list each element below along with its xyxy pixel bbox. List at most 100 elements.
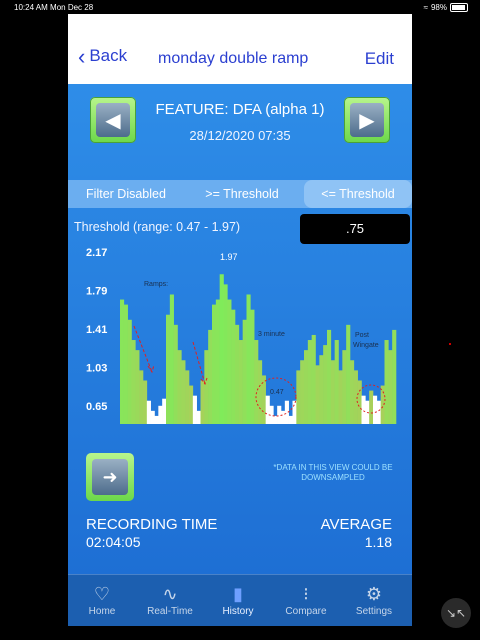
bar: [177, 350, 182, 424]
bar: [146, 400, 151, 424]
bar: [135, 350, 140, 424]
tab-compare-label: Compare: [285, 606, 327, 617]
tab-settings[interactable]: ⚙ Settings: [340, 575, 408, 626]
bar: [277, 405, 282, 424]
feature-datetime: 28/12/2020 07:35: [189, 128, 291, 143]
y-tick-label: 1.03: [86, 362, 107, 374]
tab-history[interactable]: ▮ History: [204, 575, 272, 626]
chevron-left-icon: ‹: [78, 43, 86, 69]
bar: [204, 350, 209, 424]
y-tick-label: 1.79: [86, 285, 107, 297]
downsample-note: *DATA IN THIS VIEW COULD BE DOWNSAMPLED: [273, 463, 393, 482]
bar: [334, 340, 339, 424]
ramp-arrow: [192, 341, 208, 386]
bar: [227, 299, 232, 424]
bar: [173, 324, 178, 424]
triangle-left-icon: ◀: [96, 103, 130, 137]
min-value-annotation: 0.47: [270, 389, 284, 396]
filter-greater-equal-option[interactable]: >= Threshold: [205, 187, 279, 201]
average-label: AVERAGE: [320, 516, 392, 533]
tab-real-time[interactable]: ∿ Real-Time: [136, 575, 204, 626]
chart-annotations: 1.97 Ramps: 3 minute Post Wingate 0.47: [133, 252, 386, 417]
stray-marker: [449, 343, 451, 345]
filter-disabled-option[interactable]: Filter Disabled: [86, 187, 166, 201]
bar: [258, 360, 263, 424]
threshold-input[interactable]: .75: [300, 214, 410, 244]
wifi-icon: ≈: [423, 3, 428, 12]
status-time: 10:24 AM: [14, 3, 48, 12]
bar: [246, 294, 251, 424]
y-tick-label: 1.41: [86, 324, 107, 336]
bar: [327, 329, 332, 424]
bar: [143, 380, 148, 424]
bar: [357, 380, 362, 424]
bar: [369, 390, 374, 424]
back-label: Back: [89, 46, 128, 65]
bar: [319, 355, 324, 424]
bar: [361, 395, 366, 424]
export-button[interactable]: ➜: [86, 453, 134, 501]
status-right: ≈ 98%: [424, 3, 468, 12]
session-title: monday double ramp: [158, 50, 309, 67]
dfa-chart: 2.17 1.79 1.41 1.03 0.65 1.97 Ramps: 3 minute P…: [86, 247, 397, 424]
bar: [223, 284, 228, 424]
bar: [250, 309, 255, 424]
back-button[interactable]: ‹ Back: [78, 43, 128, 69]
bar: [231, 309, 236, 424]
highlight-circle: [255, 377, 297, 417]
bar: [338, 370, 343, 424]
bar: [120, 299, 125, 424]
bar: [181, 360, 186, 424]
bar: [311, 334, 316, 424]
bar: [346, 324, 351, 424]
bar: [342, 350, 347, 424]
bar: [315, 365, 320, 424]
bar: [269, 405, 274, 424]
bar: [242, 319, 247, 424]
bar: [323, 345, 328, 424]
3-minute-annotation: 3 minute: [258, 331, 285, 338]
battery-icon: [450, 3, 468, 12]
navigation-bar: ‹ Back monday double ramp Edit: [68, 14, 412, 84]
bar: [296, 370, 301, 424]
triangle-right-icon: ▶: [350, 103, 384, 137]
bar: [273, 415, 278, 424]
app-screen: ‹ Back monday double ramp Edit ◀ FEATURE…: [68, 14, 412, 626]
previous-feature-button[interactable]: ◀: [90, 97, 136, 143]
tab-home[interactable]: ♡ Home: [68, 575, 136, 626]
status-date: Mon Dec 28: [50, 3, 94, 12]
bar: [150, 410, 155, 424]
tab-compare[interactable]: ⁝ Compare: [272, 575, 340, 626]
feature-title: FEATURE: DFA (alpha 1): [155, 101, 325, 118]
bar: [215, 299, 220, 424]
threshold-label: Threshold (range: 0.47 - 1.97): [74, 220, 241, 234]
bar: [127, 319, 132, 424]
bar-series: [120, 274, 397, 424]
post-annotation: Post: [355, 332, 369, 339]
history-detail-panel: ◀ FEATURE: DFA (alpha 1) 28/12/2020 07:3…: [68, 84, 412, 574]
y-tick-labels: 2.17 1.79 1.41 1.03 0.65: [86, 247, 107, 413]
tab-settings-label: Settings: [355, 606, 393, 617]
average-value: 1.18: [364, 534, 392, 550]
bar: [254, 340, 259, 424]
peak-label: 1.97: [220, 252, 238, 262]
bar: [292, 400, 297, 424]
y-tick-label: 0.65: [86, 401, 107, 413]
bar: [388, 350, 393, 424]
status-bar: 10:24 AM Mon Dec 28 ≈ 98%: [0, 0, 480, 14]
next-feature-button[interactable]: ▶: [344, 97, 390, 143]
bar: [235, 324, 240, 424]
bar: [384, 340, 389, 424]
edit-button[interactable]: Edit: [364, 49, 394, 68]
bar: [330, 360, 335, 424]
collapse-icon[interactable]: ↘↖: [441, 598, 471, 628]
bar: [376, 400, 381, 424]
bar: [265, 395, 270, 424]
wingate-annotation: Wingate: [353, 342, 379, 349]
filter-less-equal-option[interactable]: <= Threshold: [304, 180, 412, 208]
recording-time-label: RECORDING TIME: [86, 516, 218, 533]
ramp-arrow: [133, 325, 155, 374]
bar: [154, 415, 159, 424]
bar: [307, 340, 312, 424]
pulse-icon: ∿: [162, 584, 178, 604]
